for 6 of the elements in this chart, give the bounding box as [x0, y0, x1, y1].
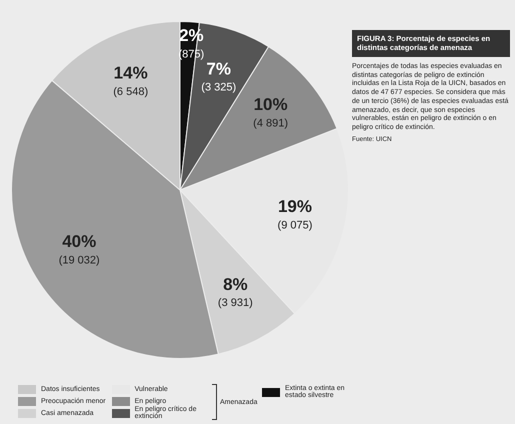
data-label: 19% (9 075): [278, 197, 312, 232]
data-label: 40% (19 032): [58, 232, 100, 266]
data-label: 8% (3 931): [218, 274, 253, 310]
data-label: 10% (4 891): [253, 95, 288, 130]
data-label: 7% (3 325): [201, 59, 236, 94]
data-label: 14% (6 548): [113, 64, 148, 98]
